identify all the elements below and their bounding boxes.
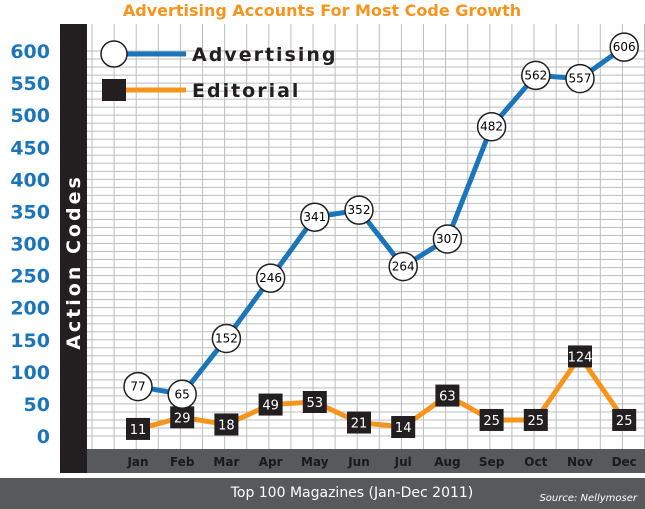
data-label-editorial: 25 xyxy=(483,414,500,429)
legend: Advertising Editorial xyxy=(100,40,338,102)
data-label-advertising: 562 xyxy=(524,68,547,82)
data-label-editorial: 14 xyxy=(395,421,412,436)
x-tick-label: Jun xyxy=(347,455,370,469)
data-point-editorial xyxy=(391,416,416,439)
x-axis-bar xyxy=(87,449,645,473)
x-tick-label: May xyxy=(301,455,329,469)
data-point-editorial xyxy=(126,417,150,440)
x-tick-label: Mar xyxy=(213,455,239,469)
data-point-advertising xyxy=(255,263,286,293)
data-point-editorial xyxy=(568,345,592,368)
x-tick-label: Oct xyxy=(524,455,547,469)
data-point-editorial xyxy=(523,408,548,431)
x-tick-label: Nov xyxy=(567,455,593,469)
data-label-editorial: 63 xyxy=(439,390,456,405)
legend-label-editorial: Editorial xyxy=(192,80,300,102)
y-tick-label: 50 xyxy=(24,394,50,416)
data-point-advertising xyxy=(167,379,197,410)
y-tick-label: 100 xyxy=(10,362,50,384)
data-label-editorial: 11 xyxy=(130,423,147,438)
data-label-editorial: 18 xyxy=(218,418,235,433)
y-tick-label: 150 xyxy=(10,330,50,352)
y-axis-label: Action Codes xyxy=(63,174,85,350)
data-label-editorial: 25 xyxy=(616,414,633,429)
data-point-editorial xyxy=(435,384,460,407)
y-tick-label: 300 xyxy=(10,234,50,256)
source-credit: Source: Nellymoser xyxy=(539,493,637,504)
y-tick-label: 600 xyxy=(10,41,50,63)
data-point-editorial xyxy=(479,408,504,431)
data-label-advertising: 352 xyxy=(348,203,371,217)
data-label-advertising: 65 xyxy=(175,387,190,401)
data-point-advertising xyxy=(344,195,374,225)
data-point-editorial xyxy=(170,406,195,429)
data-label-advertising: 77 xyxy=(130,380,145,394)
data-point-advertising xyxy=(432,224,463,254)
data-point-editorial xyxy=(258,393,283,416)
data-label-advertising: 482 xyxy=(480,120,503,134)
legend-marker-editorial xyxy=(102,79,126,101)
data-label-editorial: 25 xyxy=(528,414,545,429)
data-point-editorial xyxy=(302,390,327,413)
legend-marker-advertising xyxy=(100,40,128,68)
y-tick-label: 350 xyxy=(10,201,50,223)
footer-caption: Top 100 Magazines (Jan-Dec 2011) xyxy=(230,485,474,501)
series-layer: 11 29 18 49 53 21 14 63 25 25 124 25 77 65 152 246 341 35… xyxy=(123,32,639,440)
x-tick-label: Feb xyxy=(170,455,195,469)
legend-label-advertising: Advertising xyxy=(192,44,338,66)
y-axis-ticks: 0 50 100 150 200 250 300 350 400 450 500 550 600 xyxy=(10,41,50,448)
data-point-editorial xyxy=(612,408,637,431)
data-point-advertising xyxy=(300,202,330,232)
data-point-advertising xyxy=(476,111,507,142)
data-label-editorial: 29 xyxy=(174,411,191,426)
data-point-editorial xyxy=(214,413,239,436)
data-label-editorial: 53 xyxy=(307,396,324,411)
data-point-advertising xyxy=(565,63,595,94)
chart-title: Advertising Accounts For Most Code Growt… xyxy=(123,1,521,20)
data-point-advertising xyxy=(609,32,639,62)
x-axis-ticks: Jan Feb Mar Apr May Jun Jul Aug Sep Oct Nov Dec xyxy=(126,455,636,469)
data-point-advertising xyxy=(521,60,551,91)
data-point-advertising xyxy=(388,251,418,282)
data-point-advertising xyxy=(211,323,242,354)
y-tick-label: 200 xyxy=(10,298,50,320)
data-point-advertising xyxy=(123,371,153,402)
data-label-advertising: 341 xyxy=(303,210,326,224)
data-point-editorial xyxy=(347,411,371,434)
y-tick-label: 400 xyxy=(10,169,50,191)
y-tick-label: 450 xyxy=(10,137,50,159)
y-tick-label: 500 xyxy=(10,105,50,127)
x-tick-label: Jan xyxy=(126,455,148,469)
data-label-editorial: 124 xyxy=(568,350,593,365)
y-axis-bar xyxy=(60,24,87,473)
data-label-editorial: 49 xyxy=(262,399,279,414)
data-label-advertising: 557 xyxy=(569,72,592,86)
data-label-advertising: 307 xyxy=(436,232,459,246)
data-label-advertising: 606 xyxy=(613,40,636,54)
x-tick-label: Sep xyxy=(479,455,505,469)
x-tick-label: Jul xyxy=(394,455,412,469)
x-tick-label: Aug xyxy=(434,455,460,469)
x-tick-label: Apr xyxy=(259,455,283,469)
y-tick-label: 0 xyxy=(37,426,50,448)
data-label-advertising: 264 xyxy=(392,260,415,274)
y-tick-label: 250 xyxy=(10,266,50,288)
data-label-editorial: 21 xyxy=(351,417,368,432)
footer-bar xyxy=(0,478,645,509)
y-tick-label: 550 xyxy=(10,73,50,95)
data-label-advertising: 152 xyxy=(215,331,238,345)
data-label-advertising: 246 xyxy=(259,271,282,285)
x-tick-label: Dec xyxy=(612,455,637,469)
